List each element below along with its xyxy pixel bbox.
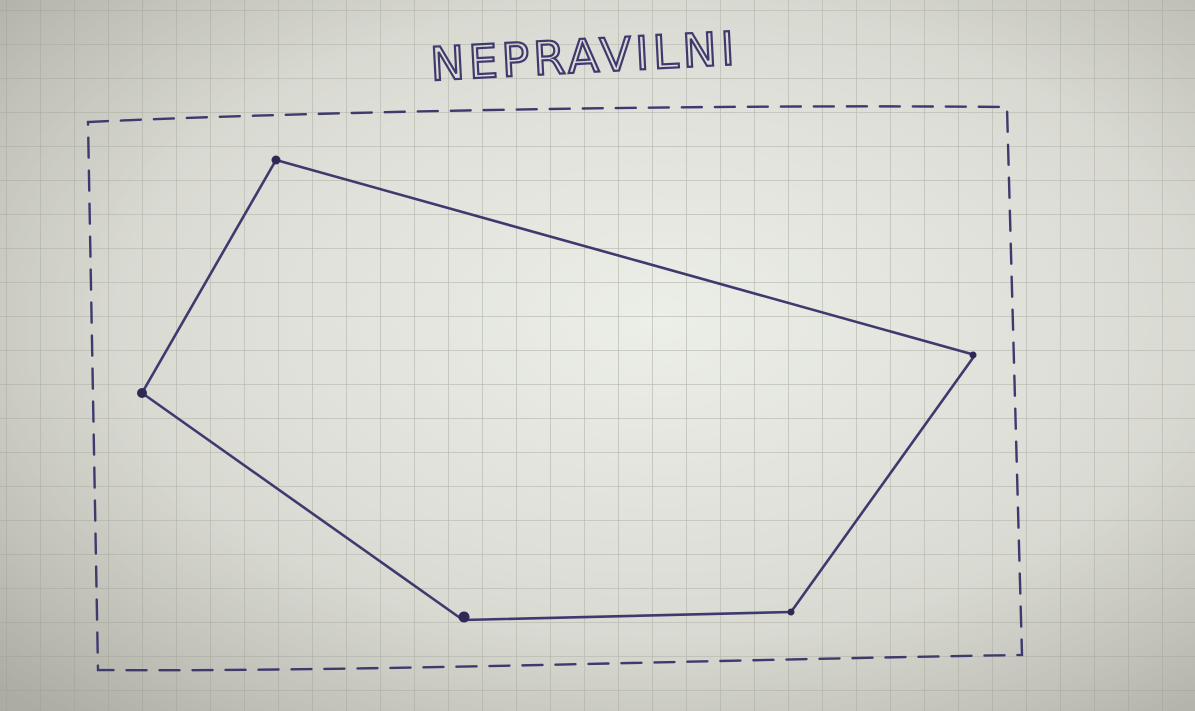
vertex-bottom-right [787, 608, 795, 616]
irregular-polygon [140, 158, 977, 622]
vertex-top-left [271, 155, 281, 165]
vertex-bottom-left [458, 611, 470, 623]
bounding-rectangle [86, 105, 1024, 672]
vertex-right [969, 351, 977, 359]
vertex-left [137, 388, 147, 398]
